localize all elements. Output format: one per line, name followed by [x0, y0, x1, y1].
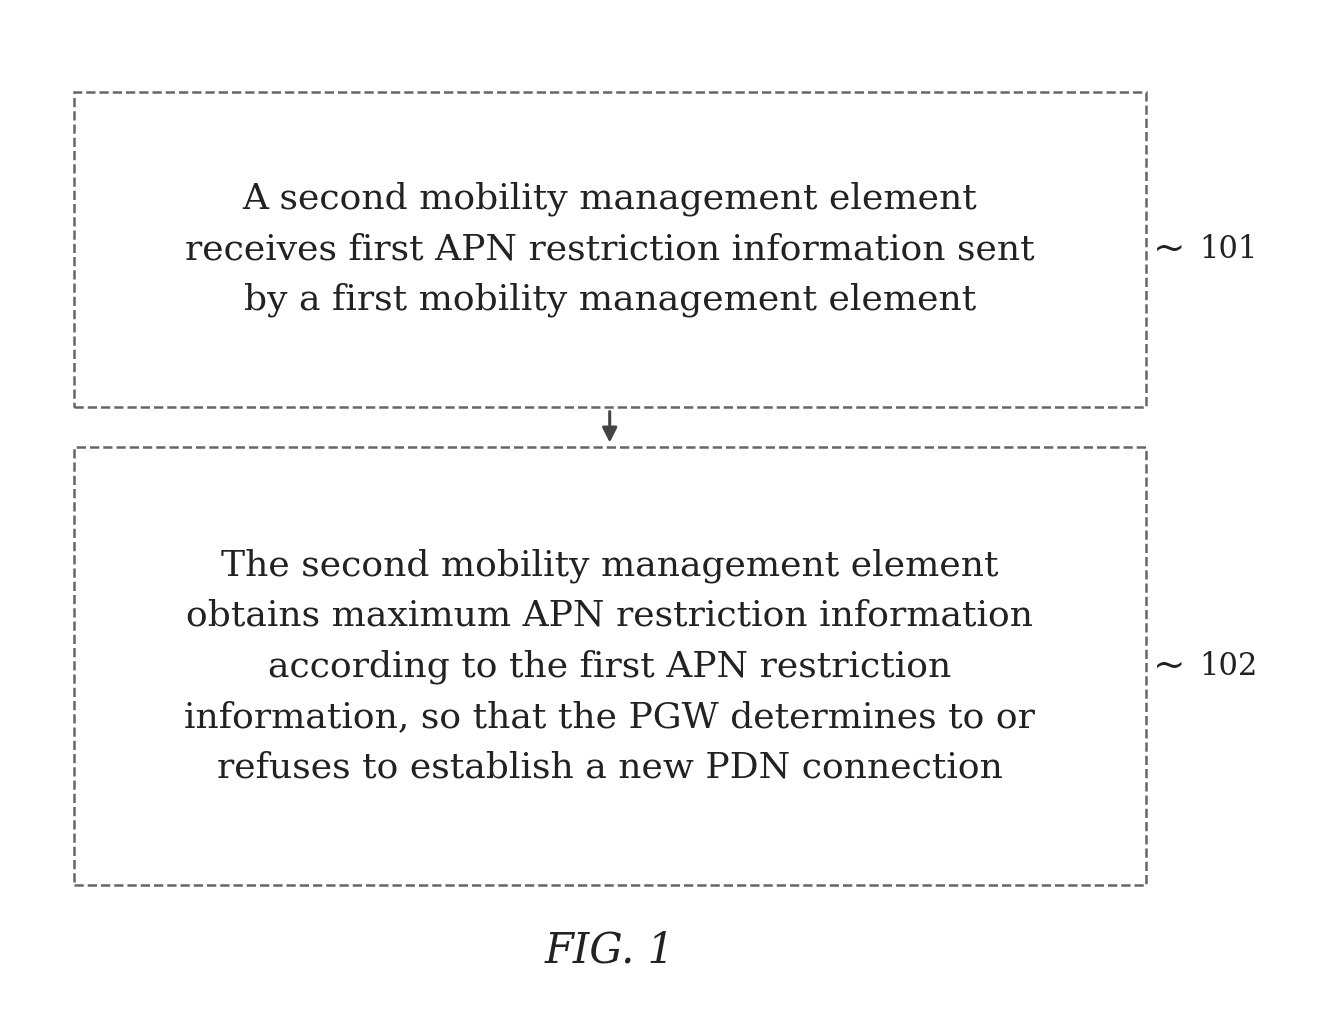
Text: FIG. 1: FIG. 1: [544, 930, 675, 971]
Text: The second mobility management element
obtains maximum APN restriction informati: The second mobility management element o…: [185, 548, 1034, 784]
Text: ~: ~: [1152, 231, 1185, 267]
Text: 101: 101: [1199, 234, 1258, 264]
Text: 102: 102: [1199, 651, 1258, 681]
Text: ~: ~: [1152, 648, 1185, 684]
FancyBboxPatch shape: [74, 92, 1146, 407]
FancyBboxPatch shape: [74, 447, 1146, 885]
Text: A second mobility management element
receives first APN restriction information : A second mobility management element rec…: [185, 181, 1034, 317]
